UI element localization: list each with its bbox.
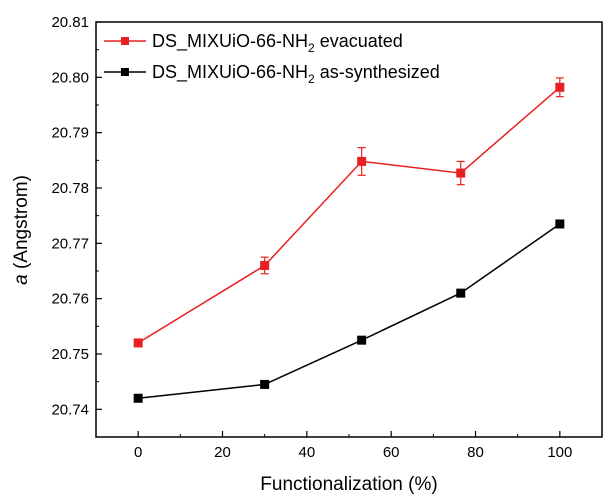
x-tick-label: 100	[547, 444, 572, 461]
series-evacuated	[133, 77, 565, 348]
x-axis-title: Functionalization (%)	[260, 474, 437, 495]
legend-label-evacuated: DS_MIXUiO-66-NH2 evacuated	[152, 31, 403, 55]
legend-marker-as-synthesized	[121, 68, 129, 76]
data-point-evacuated	[133, 338, 143, 348]
legend-marker-evacuated	[121, 37, 129, 45]
data-point-as-synthesized	[456, 288, 466, 298]
y-tick-label: 20.75	[51, 346, 89, 363]
series-as-synthesized	[133, 219, 565, 403]
series-line-evacuated	[137, 86, 561, 344]
legend-label-as-synthesized-sub: 2	[308, 72, 315, 86]
y-axis-title-rest: (Angstrom)	[11, 175, 32, 274]
legend-item-as-synthesized: DS_MIXUiO-66-NH2 as-synthesized	[104, 62, 440, 86]
plot-frame	[95, 21, 603, 438]
x-tick-label: 60	[383, 444, 400, 461]
data-point-as-synthesized	[260, 379, 270, 389]
axis-ticks: 0 20 40 60 80 100 20.74 20.75 20.76 20.77 20.78 20.…	[51, 14, 572, 461]
legend-label-as-synthesized-suffix: as-synthesized	[315, 62, 440, 82]
y-tick-label: 20.77	[51, 235, 89, 252]
legend-label-as-synthesized: DS_MIXUiO-66-NH2 as-synthesized	[152, 62, 440, 86]
data-point-evacuated	[555, 82, 565, 92]
legend-item-evacuated: DS_MIXUiO-66-NH2 evacuated	[104, 31, 403, 55]
x-tick-label: 0	[134, 444, 142, 461]
y-axis-title: a (Angstrom)	[11, 175, 32, 285]
data-point-evacuated	[456, 168, 466, 178]
series-layer	[133, 77, 565, 403]
data-point-as-synthesized	[133, 393, 143, 403]
legend-label-as-synthesized-base: DS_MIXUiO-66-NH	[152, 62, 308, 83]
x-tick-label: 20	[214, 444, 231, 461]
y-tick-label: 20.78	[51, 180, 89, 197]
data-point-evacuated	[260, 260, 270, 270]
series-line-as-synthesized	[138, 223, 561, 400]
data-point-as-synthesized	[357, 335, 367, 345]
data-point-as-synthesized	[555, 219, 565, 229]
y-tick-label: 20.76	[51, 291, 89, 308]
x-tick-label: 80	[467, 444, 484, 461]
y-tick-label: 20.74	[51, 401, 89, 418]
y-tick-label: 20.81	[51, 14, 89, 31]
data-point-evacuated	[357, 156, 367, 166]
y-tick-label: 20.80	[51, 69, 89, 86]
y-tick-label: 20.79	[51, 125, 89, 142]
x-tick-label: 40	[298, 444, 315, 461]
y-axis-title-italic: a	[11, 274, 32, 285]
legend-label-evacuated-sub: 2	[308, 41, 315, 55]
legend-label-evacuated-suffix: evacuated	[315, 31, 403, 51]
legend-label-evacuated-base: DS_MIXUiO-66-NH	[152, 31, 308, 52]
legend: DS_MIXUiO-66-NH2 evacuated DS_MIXUiO-66-…	[104, 31, 440, 86]
